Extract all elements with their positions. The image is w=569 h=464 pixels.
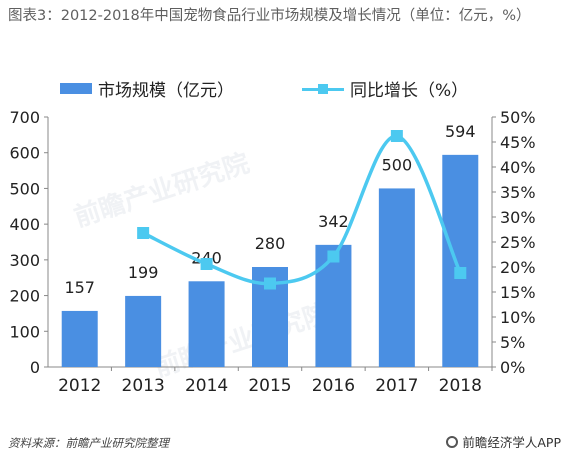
- y-right-tick-label: 10%: [500, 308, 536, 327]
- legend-label-market-size: 市场规模（亿元）: [98, 81, 234, 101]
- legend-item-growth: 同比增长（%）: [302, 76, 468, 101]
- legend: 市场规模（亿元） 同比增长（%）: [0, 76, 569, 101]
- legend-bar-swatch: [60, 83, 92, 94]
- y-left-tick-label: 300: [9, 251, 40, 270]
- x-tick-label: 2015: [248, 376, 291, 396]
- source-note: 资料来源：前瞻产业研究院整理: [8, 436, 169, 450]
- bar: [378, 188, 415, 367]
- legend-label-growth: 同比增长（%）: [350, 81, 469, 101]
- x-tick-label: 2014: [185, 376, 228, 396]
- x-tick-label: 2013: [122, 376, 165, 396]
- growth-point: [454, 267, 467, 279]
- bar-value-label: 199: [128, 263, 159, 282]
- y-right-tick-label: 5%: [500, 333, 525, 352]
- legend-line-swatch: [302, 83, 344, 95]
- x-tick-label: 2018: [439, 376, 482, 396]
- growth-point: [390, 130, 403, 142]
- credit: 前瞻经济学人APP: [446, 432, 561, 451]
- y-right-tick-label: 45%: [500, 133, 536, 152]
- y-left-tick-label: 700: [9, 108, 40, 127]
- bar: [125, 295, 162, 367]
- y-left-tick-label: 100: [9, 322, 40, 341]
- app-logo-icon: [446, 435, 459, 448]
- growth-point: [200, 258, 213, 270]
- bar: [442, 154, 479, 367]
- y-left-tick-label: 500: [9, 179, 40, 198]
- growth-point: [137, 227, 150, 239]
- bar-value-label: 157: [64, 278, 95, 297]
- x-tick-label: 2016: [312, 376, 355, 396]
- bar-value-label: 342: [318, 212, 349, 231]
- y-right-tick-label: 50%: [500, 108, 536, 127]
- bar: [188, 281, 225, 367]
- credit-text: 前瞻经济学人APP: [462, 435, 561, 450]
- bar-value-label: 594: [445, 122, 476, 141]
- y-right-tick-label: 20%: [500, 258, 536, 277]
- y-right-tick-label: 0%: [500, 358, 525, 377]
- bar-value-label: 280: [255, 234, 286, 253]
- chart-title: 图表3：2012-2018年中国宠物食品行业市场规模及增长情况（单位：亿元，%）: [8, 8, 531, 24]
- y-right-tick-label: 35%: [500, 183, 536, 202]
- bar-value-label: 500: [382, 155, 413, 174]
- y-right-tick-label: 40%: [500, 158, 536, 177]
- y-left-tick-label: 0: [30, 358, 40, 377]
- growth-point: [327, 250, 340, 263]
- x-tick-label: 2017: [375, 376, 418, 396]
- y-left-tick-label: 200: [9, 287, 40, 306]
- x-tick-label: 2012: [58, 376, 101, 396]
- y-right-tick-label: 15%: [500, 283, 536, 302]
- y-right-tick-label: 30%: [500, 208, 536, 227]
- growth-point: [264, 277, 276, 290]
- legend-item-market-size: 市场规模（亿元）: [60, 76, 234, 101]
- y-left-tick-label: 600: [9, 144, 40, 163]
- y-left-tick-label: 400: [9, 215, 40, 234]
- bar: [315, 244, 352, 367]
- y-right-tick-label: 25%: [500, 233, 536, 252]
- bar: [61, 310, 98, 367]
